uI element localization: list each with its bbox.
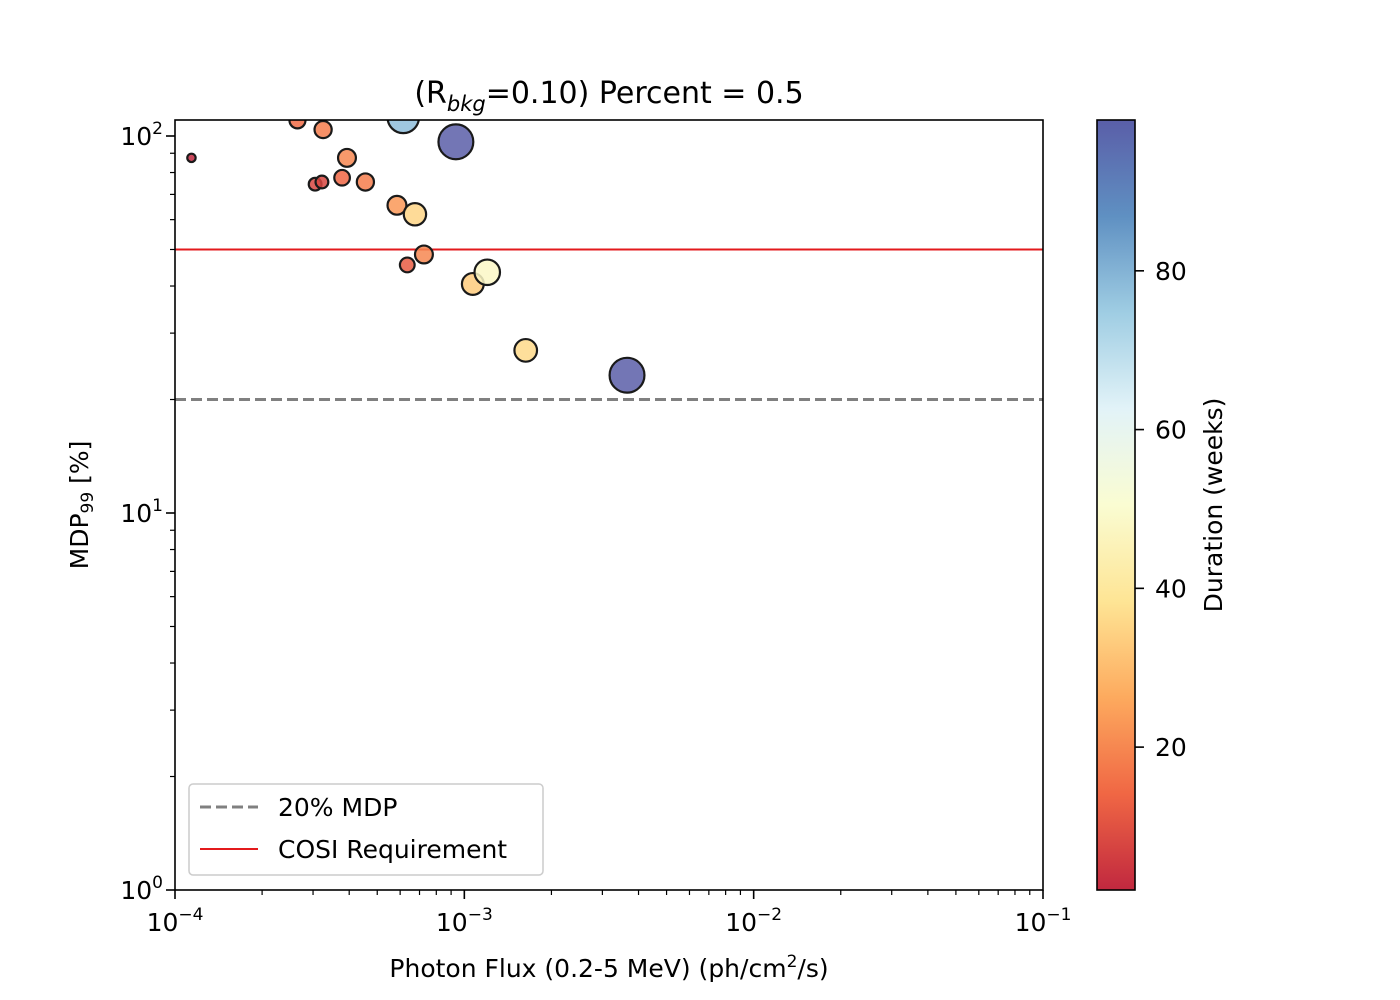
colorbar-tick-label: 40: [1155, 574, 1187, 603]
y-tick-label: 100: [120, 873, 163, 905]
data-point: [386, 120, 420, 135]
colorbar-tick-label: 60: [1155, 416, 1187, 445]
y-axis-label: MDP99 [%]: [65, 441, 98, 570]
x-tick-label: 10−1: [1015, 905, 1072, 937]
colorbar-ticks: 20 40 60 80: [1135, 257, 1187, 762]
x-tick-label: 10−4: [147, 905, 204, 937]
x-axis: 10−4 10−3 10−2 10−1: [147, 890, 1072, 937]
legend-label-20-mdp: 20% MDP: [278, 793, 397, 822]
colorbar-label: Duration (weeks): [1199, 398, 1228, 613]
plot-area: [175, 120, 1043, 890]
colorbar: 20 40 60 80 Duration (weeks): [1096, 119, 1228, 891]
data-point: [336, 147, 358, 168]
data-point: [473, 258, 502, 287]
reference-lines: [175, 248, 1043, 402]
data-point: [314, 174, 330, 190]
data-point: [386, 194, 408, 216]
data-point: [513, 337, 539, 363]
data-point: [333, 168, 351, 187]
data-point: [313, 120, 333, 140]
legend: 20% MDP COSI Requirement: [188, 783, 544, 876]
x-tick-label: 10−2: [725, 905, 782, 937]
colorbar-tick-label: 20: [1155, 733, 1187, 762]
y-axis: 100 101 102: [120, 119, 175, 905]
data-point: [186, 152, 197, 164]
plot-frame: [174, 119, 1044, 891]
data-point: [608, 356, 646, 394]
data-point: [413, 244, 434, 265]
y-tick-label: 101: [120, 496, 163, 528]
legend-label-cosi-requirement: COSI Requirement: [278, 835, 507, 864]
data-point: [402, 201, 428, 227]
data-point: [398, 256, 416, 274]
data-point: [437, 123, 475, 161]
x-tick-label: 10−3: [436, 905, 493, 937]
colorbar-tick-label: 80: [1155, 257, 1187, 286]
scatter-points: [186, 120, 646, 394]
y-tick-label: 102: [120, 119, 163, 151]
colorbar-gradient: [1096, 119, 1136, 891]
x-axis-label: Photon Flux (0.2-5 MeV) (ph/cm2/s): [389, 952, 828, 983]
chart-title: (Rbkg=0.10) Percent = 0.5: [414, 76, 803, 116]
data-point: [355, 172, 376, 192]
legend-box: [188, 783, 544, 876]
